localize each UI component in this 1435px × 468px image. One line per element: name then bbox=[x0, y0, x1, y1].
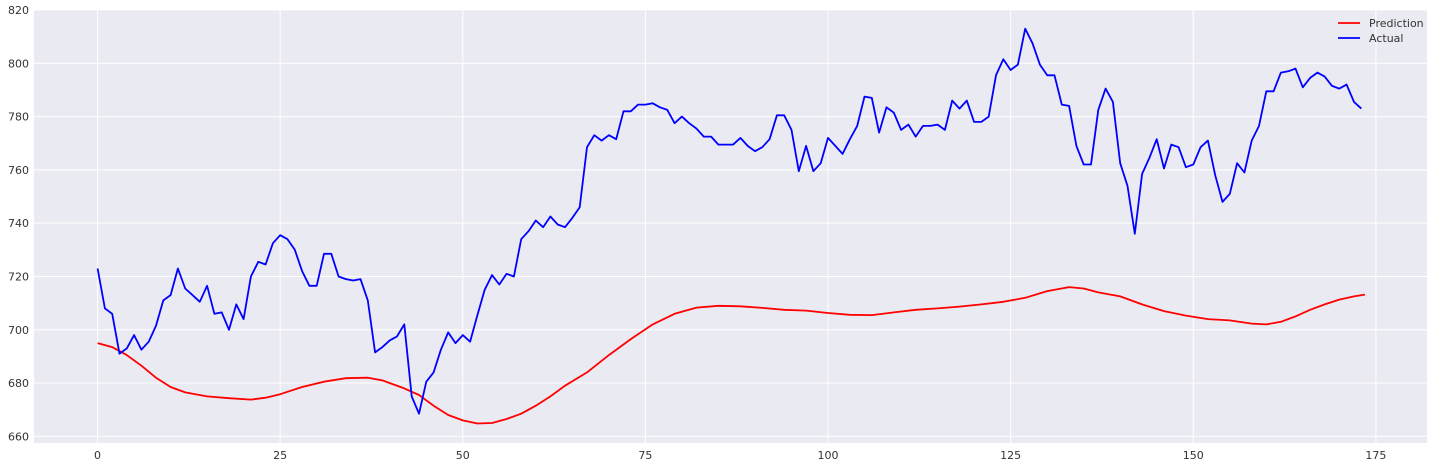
y-tick-label: 740 bbox=[8, 217, 29, 230]
y-tick-label: 780 bbox=[8, 111, 29, 124]
legend-label-prediction: Prediction bbox=[1369, 17, 1424, 30]
y-tick-label: 820 bbox=[8, 4, 29, 17]
x-tick-label: 50 bbox=[456, 449, 470, 462]
y-tick-label: 720 bbox=[8, 270, 29, 283]
x-tick-label: 150 bbox=[1183, 449, 1204, 462]
legend: Prediction Actual bbox=[1338, 17, 1424, 45]
x-tick-label: 0 bbox=[94, 449, 101, 462]
x-axis-ticks: 0 25 50 75 100 125 150 175 bbox=[94, 449, 1386, 462]
series-lines bbox=[96, 27, 1366, 425]
x-tick-label: 100 bbox=[818, 449, 839, 462]
x-tick-label: 125 bbox=[1000, 449, 1021, 462]
y-tick-label: 760 bbox=[8, 164, 29, 177]
y-tick-label: 700 bbox=[8, 324, 29, 337]
legend-label-actual: Actual bbox=[1369, 32, 1403, 45]
series-line-prediction bbox=[97, 286, 1366, 425]
y-tick-label: 680 bbox=[8, 377, 29, 390]
x-tick-label: 175 bbox=[1365, 449, 1386, 462]
y-axis-ticks: 660 680 700 720 740 760 780 800 820 bbox=[8, 4, 29, 443]
x-tick-label: 25 bbox=[273, 449, 287, 462]
plot-background bbox=[34, 10, 1427, 443]
x-tick-label: 75 bbox=[638, 449, 652, 462]
y-tick-label: 660 bbox=[8, 430, 29, 443]
grid-lines bbox=[34, 9, 1427, 443]
y-tick-label: 800 bbox=[8, 57, 29, 70]
series-line-actual bbox=[96, 27, 1362, 415]
